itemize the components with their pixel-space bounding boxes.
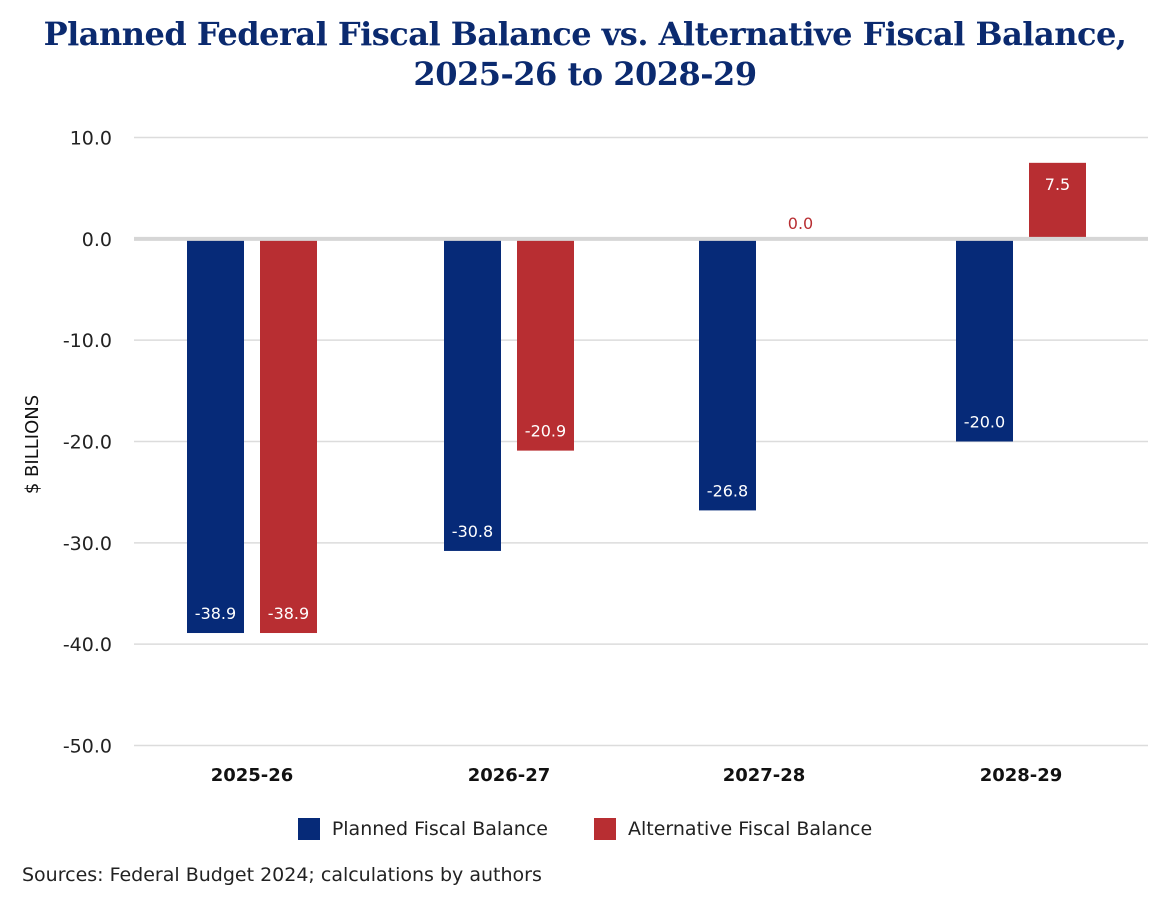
- bar-alternative-2028-29: [1029, 162, 1086, 239]
- data-label: -38.9: [268, 604, 309, 623]
- source-note: Sources: Federal Budget 2024; calculatio…: [22, 864, 542, 886]
- bar-planned-2026-27: [444, 238, 501, 551]
- x-category-label: 2026-27: [468, 765, 551, 786]
- legend-item-alternative: Alternative Fiscal Balance: [593, 818, 873, 840]
- legend-swatch-alternative: [593, 818, 616, 840]
- chart-title: Planned Federal Fiscal Balance vs. Alter…: [0, 14, 1170, 94]
- data-label: -26.8: [707, 481, 748, 500]
- x-category-label: 2027-28: [723, 765, 806, 786]
- legend-item-planned: Planned Fiscal Balance: [297, 818, 548, 840]
- y-axis-label: $ BILLIONS: [22, 395, 43, 494]
- x-category-label: 2025-26: [211, 765, 294, 786]
- data-label: -20.0: [964, 413, 1005, 432]
- x-category-label: 2028-29: [980, 765, 1063, 786]
- data-label: -30.8: [452, 522, 493, 541]
- chart-title-line-2: 2025-26 to 2028-29: [413, 55, 757, 93]
- legend-label-alternative: Alternative Fiscal Balance: [627, 818, 873, 840]
- y-tick-label: -50.0: [63, 736, 112, 758]
- y-tick-label: -10.0: [63, 330, 112, 352]
- legend: Planned Fiscal Balance Alternative Fisca…: [0, 818, 1170, 840]
- y-tick-label: -30.0: [63, 533, 112, 555]
- data-label: -38.9: [195, 604, 236, 623]
- y-tick-label: 0.0: [82, 229, 112, 251]
- bar-alternative-2025-26: [260, 238, 317, 634]
- bar-alternative-2026-27: [517, 238, 574, 451]
- chart-title-line-1: Planned Federal Fiscal Balance vs. Alter…: [43, 15, 1127, 53]
- bar-planned-2028-29: [956, 238, 1013, 442]
- y-tick-label: -20.0: [63, 432, 112, 454]
- bar-planned-2025-26: [187, 238, 244, 634]
- data-label: 0.0: [788, 214, 813, 233]
- data-label: -20.9: [525, 422, 566, 441]
- data-label: 7.5: [1045, 175, 1070, 194]
- legend-label-planned: Planned Fiscal Balance: [331, 818, 548, 840]
- y-tick-label: -40.0: [63, 634, 112, 656]
- y-tick-label: 10.0: [70, 128, 112, 150]
- bar-planned-2027-28: [699, 238, 756, 511]
- legend-swatch-planned: [297, 818, 320, 840]
